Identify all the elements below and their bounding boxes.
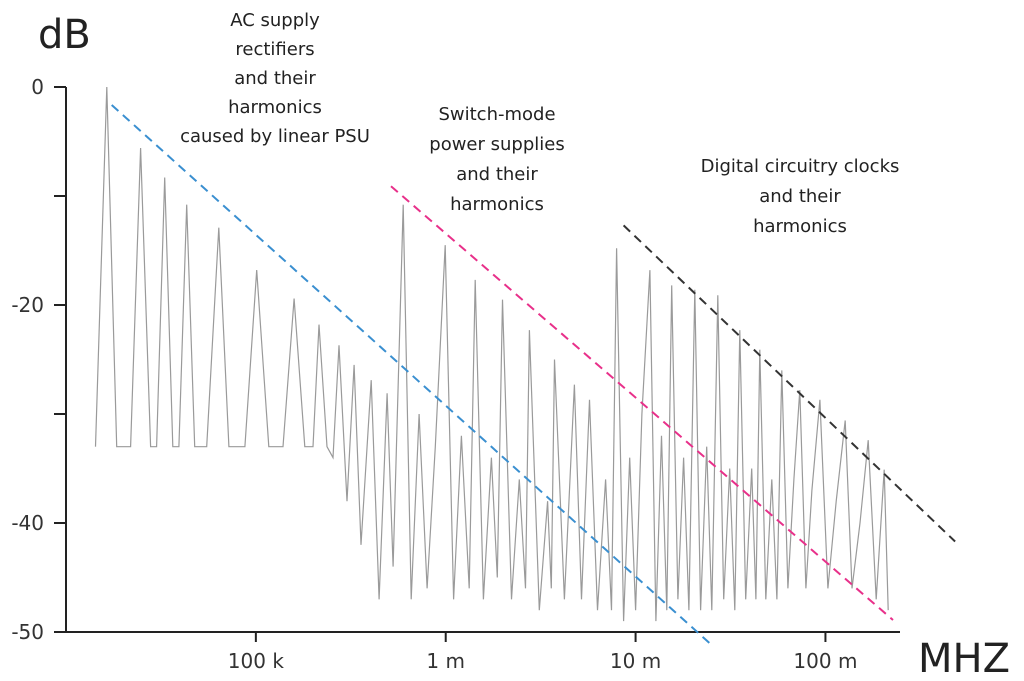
annotation: caused by linear PSU	[180, 126, 370, 147]
trend-line	[111, 104, 713, 646]
y-tick-label: -40	[11, 511, 44, 535]
annotation: rectifiers	[235, 39, 314, 60]
y-tick-label: -50	[11, 620, 44, 644]
annotation: harmonics	[753, 216, 847, 237]
annotation: power supplies	[429, 134, 564, 155]
annotation: and their	[234, 68, 316, 89]
annotation: and their	[456, 164, 538, 185]
annotation: harmonics	[228, 97, 322, 118]
trend-line	[622, 224, 956, 543]
y-tick-label: 0	[31, 75, 44, 99]
x-tick-label: 100 m	[793, 649, 857, 673]
trend-line	[390, 185, 894, 621]
annotation: harmonics	[450, 194, 544, 215]
y-axis-title: dB	[38, 12, 91, 58]
y-tick-label: -20	[11, 293, 44, 317]
x-tick-label: 1 m	[426, 649, 465, 673]
annotation: Switch-mode	[438, 104, 555, 125]
annotation: and their	[759, 186, 841, 207]
spectrum-line	[94, 86, 889, 622]
x-tick-label: 10 m	[610, 649, 661, 673]
annotation: Digital circuitry clocks	[701, 156, 900, 177]
x-axis-title: MHZ	[918, 636, 1010, 677]
annotation: AC supply	[230, 10, 320, 31]
x-tick-label: 100 k	[228, 649, 285, 673]
